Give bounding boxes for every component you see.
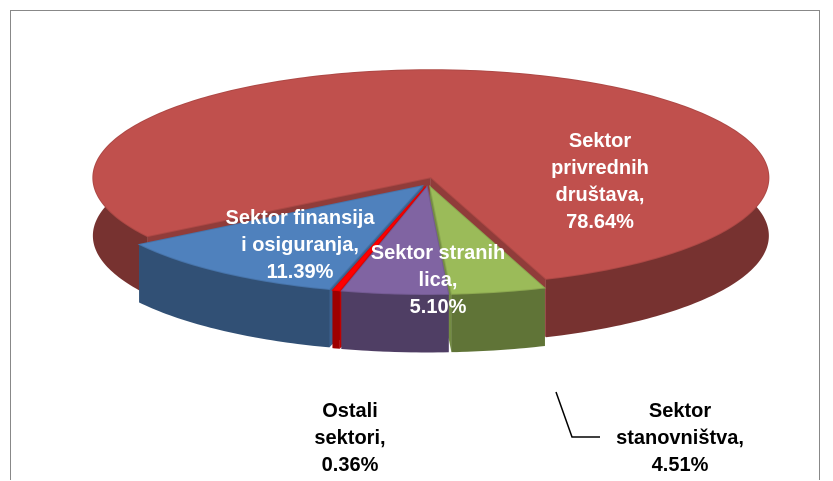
label-value: 0.36% [321,454,379,476]
label-category: Sektor finansija i osiguranja, [225,207,375,256]
label-value: 4.51% [651,454,709,476]
data-label: Sektor finansija i osiguranja, 11.39% [220,205,380,286]
slice-side [341,290,449,353]
slice-side [332,290,340,349]
chart-frame [10,10,820,480]
pie-slice [340,185,450,295]
label-value: 78.64% [566,211,634,233]
label-category: Sektor stranih lica, [370,242,506,291]
label-category: Sektor stanovništva, [616,400,744,449]
slice-side [139,244,330,348]
label-value: 5.10% [409,296,467,318]
pie-slice [137,184,425,290]
label-value: 11.39% [266,261,334,283]
pie-slice [429,185,547,295]
data-label: Sektor privrednih društava, 78.64% [520,128,680,236]
data-label: Sektor stanovništva, 4.51% [595,398,765,479]
leader-line [555,391,600,438]
slice-side [451,287,545,353]
data-label: Ostali sektori, 0.36% [290,398,410,479]
pie-slice [331,186,427,292]
label-category: Sektor privrednih društava, [551,130,649,206]
pie-tops [92,69,770,295]
pie-slice [92,69,770,280]
label-category: Ostali sektori, [314,400,386,449]
data-label: Sektor stranih lica, 5.10% [368,240,508,321]
